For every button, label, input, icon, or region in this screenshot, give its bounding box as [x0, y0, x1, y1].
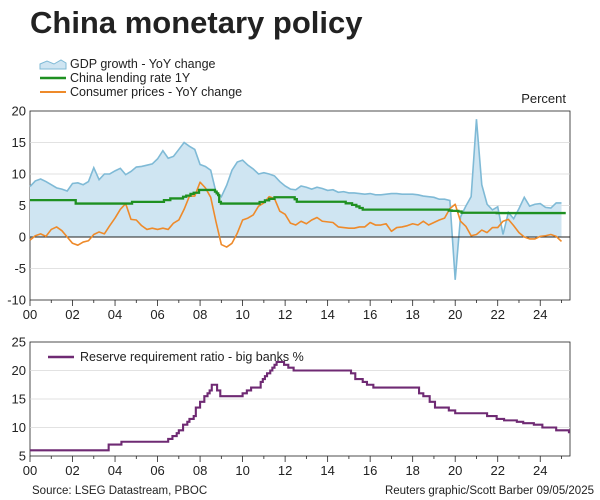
bottom-y-tick-label: 5: [19, 449, 26, 464]
series-line-consumer-prices: [29, 181, 563, 248]
bottom-x-tick-label: 18: [405, 463, 419, 478]
bottom-legend: Reserve requirement ratio - big banks %: [48, 350, 304, 364]
top-x-tick-label: 00: [23, 307, 37, 322]
series-line-gdp-growth: [29, 119, 562, 280]
bottom-y-tick-label: 25: [12, 335, 26, 350]
legend-label-lending-rate: China lending rate 1Y: [70, 71, 191, 85]
top-y-tick-label: -10: [7, 293, 26, 308]
top-y-tick-label: 15: [12, 135, 26, 150]
top-panel: -10 -5 0 5 10 15 20 00 02 04 06 08 10 12 14 16 18 20 22 24…: [7, 57, 571, 322]
bottom-x-tick-label: 08: [193, 463, 207, 478]
top-x-tick-label: 02: [65, 307, 79, 322]
top-x-tick-label: 06: [150, 307, 164, 322]
bottom-y-tick-label: 20: [12, 363, 26, 378]
top-y-tick-label: 10: [12, 167, 26, 182]
bottom-x-tick-label: 22: [490, 463, 504, 478]
bottom-x-tick-label: 14: [320, 463, 334, 478]
top-x-tick-label: 14: [320, 307, 334, 322]
series-line-reserve-requirement-ratio: [30, 360, 570, 452]
top-x-tick-label: 04: [108, 307, 122, 322]
top-x-tick-label: 18: [405, 307, 419, 322]
top-x-tick-label: 20: [448, 307, 462, 322]
source-note: Source: LSEG Datastream, PBOC: [32, 485, 207, 497]
legend-label-reserve-requirement-ratio: Reserve requirement ratio - big banks %: [80, 350, 304, 364]
bottom-x-tick-label: 02: [65, 463, 79, 478]
bottom-x-tick-label: 12: [278, 463, 292, 478]
series-line-lending-rate: [30, 188, 566, 215]
top-y-tick-label: 5: [19, 198, 26, 213]
top-y-tick-labels: -10 -5 0 5 10 15 20: [7, 104, 26, 308]
top-x-tick-label: 24: [533, 307, 547, 322]
credit-note: Reuters graphic/Scott Barber 09/05/2025: [385, 485, 594, 497]
chart-title: China monetary policy: [30, 5, 363, 40]
legend-label-consumer-prices: Consumer prices - YoY change: [70, 85, 242, 99]
bottom-y-tick-labels: 5 10 15 20 25: [12, 335, 26, 464]
legend-swatch-gdp-growth: [39, 59, 67, 70]
top-x-tick-label: 22: [490, 307, 504, 322]
bottom-y-tick-label: 10: [12, 420, 26, 435]
bottom-panel: 5 10 15 20 25 00 02 04 06 08 10 12 14 16 18 20 22 24 Res…: [12, 335, 571, 478]
bottom-x-tick-label: 16: [363, 463, 377, 478]
top-unit-label: Percent: [521, 91, 566, 106]
top-x-tick-label: 10: [235, 307, 249, 322]
bottom-x-tick-label: 06: [150, 463, 164, 478]
top-y-tick-label: 0: [19, 230, 26, 245]
top-y-tick-label: -5: [14, 261, 26, 276]
top-legend: GDP growth - YoY change China lending ra…: [39, 57, 242, 99]
bottom-x-tick-label: 04: [108, 463, 122, 478]
top-y-tick-label: 20: [12, 104, 26, 119]
top-x-tick-label: 08: [193, 307, 207, 322]
top-x-tick-label: 16: [363, 307, 377, 322]
bottom-x-tick-label: 00: [23, 463, 37, 478]
legend-label-gdp-growth: GDP growth - YoY change: [70, 57, 216, 71]
bottom-x-tick-label: 20: [448, 463, 462, 478]
bottom-x-tick-labels: 00 02 04 06 08 10 12 14 16 18 20 22 24: [23, 456, 562, 478]
top-x-tick-labels: 00 02 04 06 08 10 12 14 16 18 20 22 24: [23, 300, 562, 322]
top-x-tick-label: 12: [278, 307, 292, 322]
bottom-x-tick-label: 10: [235, 463, 249, 478]
bottom-y-tick-label: 15: [12, 392, 26, 407]
bottom-x-tick-label: 24: [533, 463, 547, 478]
